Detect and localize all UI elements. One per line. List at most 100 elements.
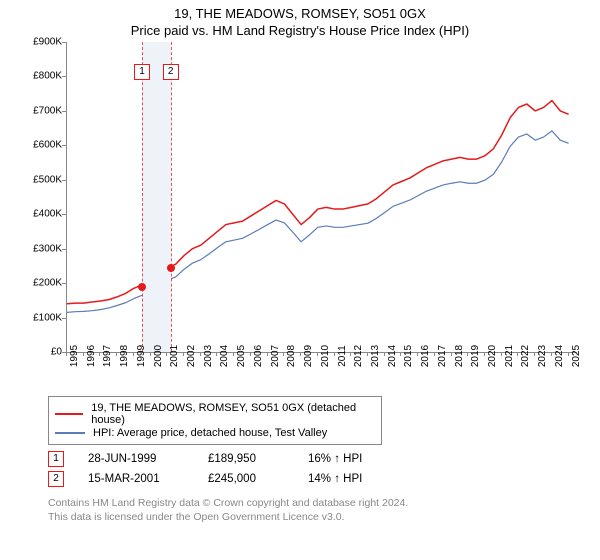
xtick-mark	[283, 352, 284, 356]
xtick-label: 2009	[303, 345, 314, 367]
xtick-mark	[451, 352, 452, 356]
ytick-mark	[62, 145, 66, 146]
transaction-table: 1 28-JUN-1999£189,95016% ↑ HPI 2 15-MAR-200…	[48, 451, 582, 487]
ytick-mark	[62, 76, 66, 77]
footer-line-2: This data is licensed under the Open Gov…	[48, 511, 582, 525]
transaction-marker	[138, 283, 146, 291]
xtick-mark	[99, 352, 100, 356]
legend-label: HPI: Average price, detached house, Test…	[93, 427, 327, 439]
chart-badge: 2	[163, 64, 179, 80]
xtick-mark	[116, 352, 117, 356]
xtick-label: 2006	[253, 345, 264, 367]
xtick-mark	[568, 352, 569, 356]
xtick-mark	[200, 352, 201, 356]
xtick-label: 2005	[236, 345, 247, 367]
legend-label: 19, THE MEADOWS, ROMSEY, SO51 0GX (detac…	[91, 402, 375, 426]
transaction-row: 215-MAR-2001£245,00014% ↑ HPI	[48, 471, 582, 487]
transaction-badge: 1	[48, 451, 64, 467]
highlight-band	[142, 42, 171, 352]
transaction-price: £189,950	[208, 453, 308, 465]
xtick-label: 2010	[320, 345, 331, 367]
chart-subtitle: Price paid vs. HM Land Registry's House …	[0, 21, 600, 42]
ytick-label: £800K	[18, 71, 62, 82]
ytick-label: £900K	[18, 37, 62, 48]
xtick-label: 2002	[186, 345, 197, 367]
xtick-label: 2021	[504, 345, 515, 367]
xtick-mark	[233, 352, 234, 356]
xtick-label: 2014	[387, 345, 398, 367]
xtick-mark	[183, 352, 184, 356]
ytick-label: £300K	[18, 243, 62, 254]
ytick-label: £600K	[18, 140, 62, 151]
marker-vline	[142, 42, 143, 352]
xtick-mark	[434, 352, 435, 356]
ytick-label: £400K	[18, 209, 62, 220]
footer-attribution: Contains HM Land Registry data © Crown c…	[48, 497, 582, 524]
xtick-label: 2022	[520, 345, 531, 367]
ytick-label: £700K	[18, 105, 62, 116]
marker-vline	[171, 42, 172, 352]
xtick-mark	[367, 352, 368, 356]
chart-title: 19, THE MEADOWS, ROMSEY, SO51 0GX	[0, 0, 600, 21]
transaction-row: 1 28-JUN-1999£189,95016% ↑ HPI	[48, 451, 582, 467]
xtick-mark	[517, 352, 518, 356]
xtick-mark	[216, 352, 217, 356]
transaction-pct: 14% ↑ HPI	[308, 473, 428, 485]
xtick-label: 1999	[136, 345, 147, 367]
chart-container: 19, THE MEADOWS, ROMSEY, SO51 0GX Price …	[0, 0, 600, 524]
xtick-mark	[551, 352, 552, 356]
transaction-pct: 16% ↑ HPI	[308, 453, 428, 465]
xtick-mark	[417, 352, 418, 356]
xtick-mark	[250, 352, 251, 356]
chart-badge: 1	[134, 64, 150, 80]
xtick-label: 2018	[454, 345, 465, 367]
transaction-date: 28-JUN-1999	[88, 453, 208, 465]
xtick-label: 2019	[470, 345, 481, 367]
xtick-label: 2003	[203, 345, 214, 367]
ytick-mark	[62, 180, 66, 181]
xtick-label: 2024	[554, 345, 565, 367]
xtick-label: 2001	[169, 345, 180, 367]
legend-box: 19, THE MEADOWS, ROMSEY, SO51 0GX (detac…	[48, 396, 382, 445]
xtick-label: 2004	[219, 345, 230, 367]
xtick-label: 2012	[353, 345, 364, 367]
chart-area: 12 £0£100K£200K£300K£400K£500K£600K£700K…	[18, 42, 578, 382]
legend-item: 19, THE MEADOWS, ROMSEY, SO51 0GX (detac…	[55, 402, 375, 426]
xtick-mark	[534, 352, 535, 356]
xtick-mark	[150, 352, 151, 356]
xtick-label: 2023	[537, 345, 548, 367]
legend-item: HPI: Average price, detached house, Test…	[55, 427, 375, 439]
xtick-mark	[384, 352, 385, 356]
xtick-label: 2000	[153, 345, 164, 367]
xtick-label: 2008	[286, 345, 297, 367]
ytick-label: £100K	[18, 312, 62, 323]
ytick-mark	[62, 318, 66, 319]
xtick-mark	[350, 352, 351, 356]
xtick-mark	[317, 352, 318, 356]
xtick-label: 2015	[403, 345, 414, 367]
ytick-label: £0	[18, 347, 62, 358]
transaction-badge: 2	[48, 471, 64, 487]
xtick-mark	[300, 352, 301, 356]
ytick-mark	[62, 42, 66, 43]
ytick-mark	[62, 111, 66, 112]
xtick-mark	[166, 352, 167, 356]
xtick-label: 2007	[270, 345, 281, 367]
legend-swatch	[55, 413, 83, 415]
xtick-mark	[334, 352, 335, 356]
xtick-mark	[83, 352, 84, 356]
transaction-date: 15-MAR-2001	[88, 473, 208, 485]
xtick-mark	[484, 352, 485, 356]
xtick-mark	[133, 352, 134, 356]
xtick-label: 2020	[487, 345, 498, 367]
xtick-label: 1995	[69, 345, 80, 367]
xtick-label: 2025	[571, 345, 582, 367]
xtick-mark	[400, 352, 401, 356]
ytick-mark	[62, 249, 66, 250]
xtick-label: 1998	[119, 345, 130, 367]
footer-line-1: Contains HM Land Registry data © Crown c…	[48, 497, 582, 511]
ytick-mark	[62, 283, 66, 284]
xtick-mark	[501, 352, 502, 356]
xtick-mark	[467, 352, 468, 356]
xtick-label: 2011	[337, 345, 348, 367]
